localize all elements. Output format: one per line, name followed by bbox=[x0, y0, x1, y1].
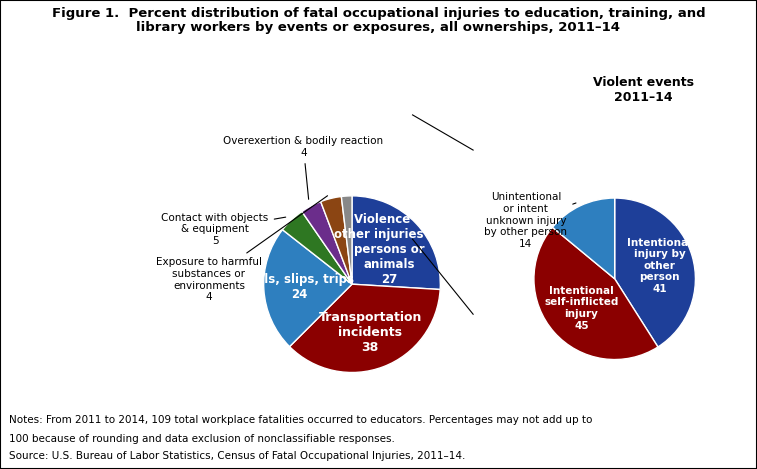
Wedge shape bbox=[302, 202, 352, 284]
Text: Contact with objects
& equipment
5: Contact with objects & equipment 5 bbox=[161, 213, 285, 246]
Wedge shape bbox=[553, 198, 615, 279]
Wedge shape bbox=[352, 196, 441, 289]
Text: Unintentional
or intent
unknown injury
by other person
14: Unintentional or intent unknown injury b… bbox=[484, 192, 576, 249]
Text: Notes: From 2011 to 2014, 109 total workplace fatalities occurred to educators. : Notes: From 2011 to 2014, 109 total work… bbox=[9, 415, 593, 425]
Wedge shape bbox=[321, 197, 352, 284]
Text: Transportation
incidents
38: Transportation incidents 38 bbox=[319, 310, 422, 354]
Wedge shape bbox=[290, 284, 440, 372]
Text: Falls, slips, trips
24: Falls, slips, trips 24 bbox=[245, 273, 354, 302]
Wedge shape bbox=[534, 227, 658, 360]
Text: Violent events
2011–14: Violent events 2011–14 bbox=[593, 76, 694, 104]
Wedge shape bbox=[282, 212, 352, 284]
Text: Figure 1.  Percent distribution of fatal occupational injuries to education, tra: Figure 1. Percent distribution of fatal … bbox=[51, 7, 706, 20]
Text: Violence &
other injuries by
persons or
animals
27: Violence & other injuries by persons or … bbox=[335, 212, 444, 286]
Wedge shape bbox=[263, 230, 352, 347]
Text: 100 because of rounding and data exclusion of nonclassifiable responses.: 100 because of rounding and data exclusi… bbox=[9, 434, 395, 444]
Wedge shape bbox=[615, 198, 696, 347]
Text: Overexertion & bodily reaction
4: Overexertion & bodily reaction 4 bbox=[223, 136, 384, 199]
Text: Intentional
self-inflicted
injury
45: Intentional self-inflicted injury 45 bbox=[544, 286, 618, 331]
Wedge shape bbox=[341, 196, 352, 284]
Text: Intentional
injury by
other
person
41: Intentional injury by other person 41 bbox=[628, 237, 692, 294]
Text: Exposure to harmful
substances or
environments
4: Exposure to harmful substances or enviro… bbox=[156, 196, 328, 302]
Text: Source: U.S. Bureau of Labor Statistics, Census of Fatal Occupational Injuries, : Source: U.S. Bureau of Labor Statistics,… bbox=[9, 451, 466, 461]
Text: library workers by events or exposures, all ownerships, 2011–14: library workers by events or exposures, … bbox=[136, 21, 621, 34]
